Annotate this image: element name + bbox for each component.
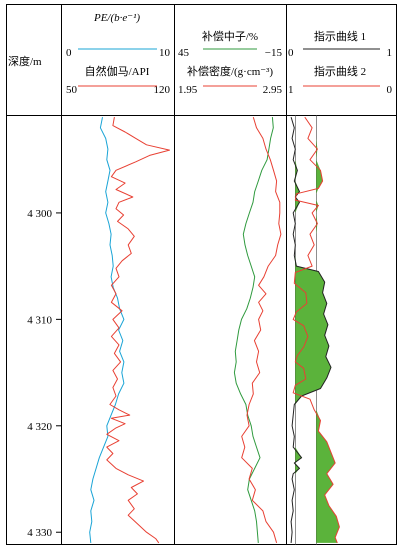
track1-curve1-label: PE/(b·e⁻¹) bbox=[93, 12, 140, 24]
depth-tick-label-4330: 4 330 bbox=[27, 527, 52, 539]
depth-axis-label: 深度/m bbox=[8, 54, 42, 68]
track2-curve1-scale-max: −15 bbox=[265, 47, 283, 59]
track1-curve1-scale-max: 10 bbox=[159, 47, 171, 59]
track3-curve2-line bbox=[292, 116, 340, 544]
track3-curve1-label: 指示曲线 1 bbox=[314, 29, 366, 43]
track2-curve2-line bbox=[241, 116, 282, 544]
chart-frame bbox=[6, 4, 397, 545]
track1-curve2-scale-max: 120 bbox=[154, 84, 171, 96]
track2-curve2-label: 补偿密度/(g·cm⁻³) bbox=[187, 64, 273, 78]
track2-curve1-scale-min: 45 bbox=[178, 47, 190, 59]
well-log-svg: 深度/m PE/(b·e⁻¹) 0 10 自然伽马/API 50 120 补偿中… bbox=[6, 4, 397, 545]
track1-curve2-line bbox=[106, 117, 170, 544]
track1-curve2-scale-min: 50 bbox=[66, 84, 78, 96]
track1-curve2-label: 自然伽马/API bbox=[85, 64, 150, 78]
track3-curve2-scale-min: 1 bbox=[288, 84, 294, 96]
track2-curve2-scale-max: 2.95 bbox=[263, 84, 283, 96]
track3-curve1-fill bbox=[295, 117, 331, 543]
track3-curve2-label: 指示曲线 2 bbox=[314, 64, 366, 78]
depth-tick-label-4300: 4 300 bbox=[27, 208, 52, 220]
track3-curve2-scale-max: 0 bbox=[387, 84, 393, 96]
track2-curve2-scale-min: 1.95 bbox=[178, 84, 198, 96]
track1-curve1-scale-min: 0 bbox=[66, 47, 72, 59]
track3-curve1-scale-max: 1 bbox=[387, 47, 393, 59]
track2-curve1-line bbox=[233, 117, 274, 543]
track2-curve1-label: 补偿中子/% bbox=[202, 29, 258, 43]
track1-curve1-line bbox=[89, 117, 125, 543]
well-log-chart: 深度/m PE/(b·e⁻¹) 0 10 自然伽马/API 50 120 补偿中… bbox=[6, 4, 398, 546]
depth-tick-label-4320: 4 320 bbox=[27, 421, 52, 433]
depth-tick-label-4310: 4 310 bbox=[27, 314, 52, 326]
track3-curve1-scale-min: 0 bbox=[288, 47, 294, 59]
